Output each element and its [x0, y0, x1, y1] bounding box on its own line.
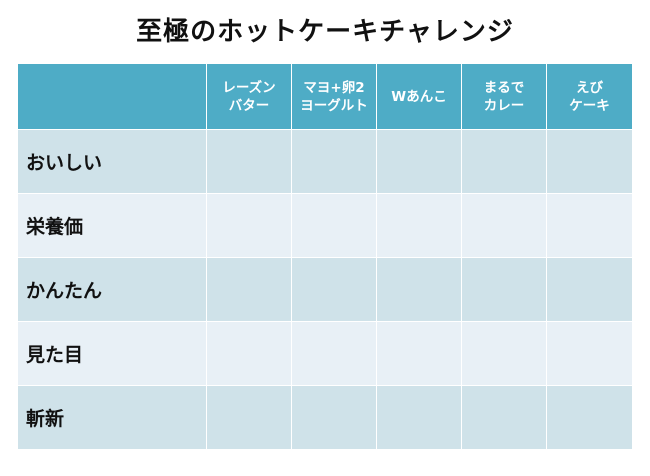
table-cell[interactable]	[547, 130, 632, 194]
table-cell[interactable]	[462, 130, 547, 194]
evaluation-table: レーズン バター マヨ+卵2 ヨーグルト Wあんこ まるで カレー えび ケーキ…	[18, 64, 632, 450]
row-label-oishii: おいしい	[18, 130, 207, 194]
table-cell[interactable]	[292, 386, 377, 450]
table-cell[interactable]	[207, 130, 292, 194]
table-cell[interactable]	[207, 322, 292, 386]
table-cell[interactable]	[547, 194, 632, 258]
row-label-eiyouka: 栄養価	[18, 194, 207, 258]
table-cell[interactable]	[207, 386, 292, 450]
header-cell-mayo-egg-yogurt: マヨ+卵2 ヨーグルト	[292, 64, 377, 130]
table-cell[interactable]	[462, 322, 547, 386]
table-cell[interactable]	[377, 386, 462, 450]
table-cell[interactable]	[377, 322, 462, 386]
header-cell-shrimp-cake: えび ケーキ	[547, 64, 632, 130]
table-cell[interactable]	[462, 386, 547, 450]
header-cell-double-anko: Wあんこ	[377, 64, 462, 130]
table-cell[interactable]	[377, 130, 462, 194]
table-cell[interactable]	[292, 322, 377, 386]
header-cell-corner	[18, 64, 207, 130]
table-cell[interactable]	[547, 322, 632, 386]
header-cell-like-curry: まるで カレー	[462, 64, 547, 130]
table-cell[interactable]	[292, 130, 377, 194]
row-label-zanshin: 斬新	[18, 386, 207, 450]
row-label-kantan: かんたん	[18, 258, 207, 322]
table-cell[interactable]	[207, 194, 292, 258]
table-cell[interactable]	[377, 258, 462, 322]
table-cell[interactable]	[547, 386, 632, 450]
table-cell[interactable]	[292, 258, 377, 322]
table-cell[interactable]	[462, 258, 547, 322]
table-cell[interactable]	[292, 194, 377, 258]
table-cell[interactable]	[377, 194, 462, 258]
row-label-mitame: 見た目	[18, 322, 207, 386]
header-cell-raisin-butter: レーズン バター	[207, 64, 292, 130]
page-title: 至極のホットケーキチャレンジ	[136, 17, 514, 47]
table-cell[interactable]	[462, 194, 547, 258]
table-cell[interactable]	[207, 258, 292, 322]
table-cell[interactable]	[547, 258, 632, 322]
